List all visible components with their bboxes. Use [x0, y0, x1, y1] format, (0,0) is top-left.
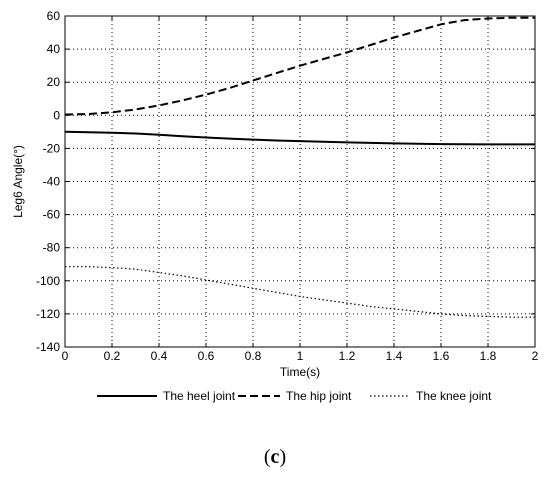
- y-tick-label: -140: [36, 340, 60, 354]
- axis-ticks: 0 0.2 0.4 0.6 0.8 1 1.2 1.4 1.6 1.8 2 -140 -120 -100 -…: [36, 9, 539, 363]
- x-tick-label: 1.4: [386, 349, 403, 363]
- series-line-dotted: [65, 266, 535, 318]
- y-tick-label: -60: [43, 208, 61, 222]
- y-tick-label: -80: [43, 241, 61, 255]
- x-tick-label: 1.6: [433, 349, 450, 363]
- y-tick-label: 20: [47, 75, 61, 89]
- series-line-dashed: [64, 16, 535, 116]
- x-tick-label: 0.6: [198, 349, 215, 363]
- y-axis-label: Leg6 Angle(°): [11, 145, 25, 218]
- legend-label: The knee joint: [416, 389, 492, 403]
- x-tick-label: 0.2: [104, 349, 121, 363]
- y-tick-label: -100: [36, 274, 60, 288]
- legend-label: The heel joint: [163, 389, 236, 403]
- x-tick-label: 0.4: [151, 349, 168, 363]
- x-tick-label: 0.8: [245, 349, 262, 363]
- series-lines: [64, 16, 535, 318]
- legend: The heel joint The hip joint The knee join…: [97, 389, 492, 403]
- x-tick-label: 2: [532, 349, 539, 363]
- x-tick-label: 0: [62, 349, 69, 363]
- x-tick-label: 1.2: [339, 349, 356, 363]
- series-line-solid: [64, 130, 535, 146]
- x-axis-label: Time(s): [280, 365, 320, 379]
- panel-label-open: (: [263, 446, 271, 468]
- y-tick-label: -40: [43, 175, 61, 189]
- y-tick-label: -20: [43, 141, 61, 155]
- panel-label-close: ): [279, 446, 287, 468]
- y-tick-label: 60: [47, 9, 61, 23]
- x-tick-label: 1: [297, 349, 304, 363]
- panel-label-letter: c: [270, 446, 280, 468]
- y-tick-label: 40: [47, 42, 61, 56]
- x-tick-label: 1.8: [480, 349, 497, 363]
- y-tick-label: -120: [36, 307, 60, 321]
- y-tick-label: 0: [53, 108, 60, 122]
- line-chart: 0 0.2 0.4 0.6 0.8 1 1.2 1.4 1.6 1.8 2 -140 -120 -100 -…: [11, 9, 539, 403]
- legend-label: The hip joint: [286, 389, 352, 403]
- panel-label: (c): [0, 446, 550, 469]
